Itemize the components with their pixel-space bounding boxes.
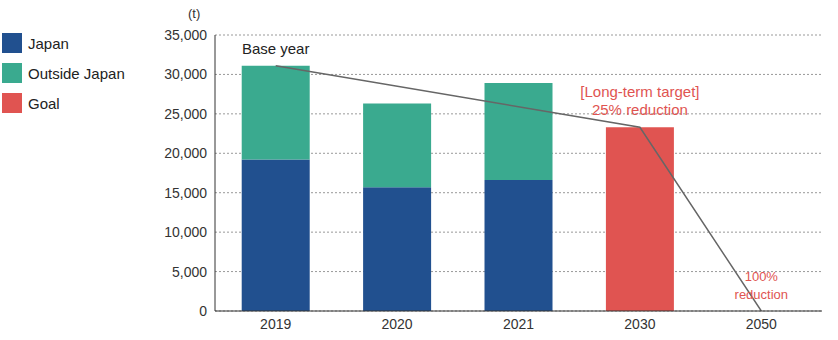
html-text:(t): (t) bbox=[188, 6, 201, 21]
svg-text:15,000: 15,000 bbox=[164, 185, 207, 201]
svg-text:Base year: Base year bbox=[242, 40, 310, 57]
svg-text:20,000: 20,000 bbox=[164, 145, 207, 161]
svg-text:2021: 2021 bbox=[503, 316, 534, 332]
svg-text:2019: 2019 bbox=[260, 316, 291, 332]
svg-text:2030: 2030 bbox=[624, 316, 655, 332]
svg-text:30,000: 30,000 bbox=[164, 66, 207, 82]
svg-text:25,000: 25,000 bbox=[164, 106, 207, 122]
svg-text:2020: 2020 bbox=[382, 316, 413, 332]
html-text:Outside Japan: Outside Japan bbox=[28, 64, 125, 82]
svg-text:2050: 2050 bbox=[746, 316, 777, 332]
html-text:Goal: Goal bbox=[28, 94, 60, 112]
svg-text:100%reduction: 100%reduction bbox=[735, 269, 788, 302]
svg-text:0: 0 bbox=[199, 303, 207, 319]
svg-text:5,000: 5,000 bbox=[172, 264, 207, 280]
svg-text:35,000: 35,000 bbox=[164, 27, 207, 43]
svg-text:10,000: 10,000 bbox=[164, 224, 207, 240]
html-text:Japan: Japan bbox=[28, 34, 69, 52]
svg-text:[Long-term target]25% reductio: [Long-term target]25% reduction bbox=[580, 83, 699, 118]
